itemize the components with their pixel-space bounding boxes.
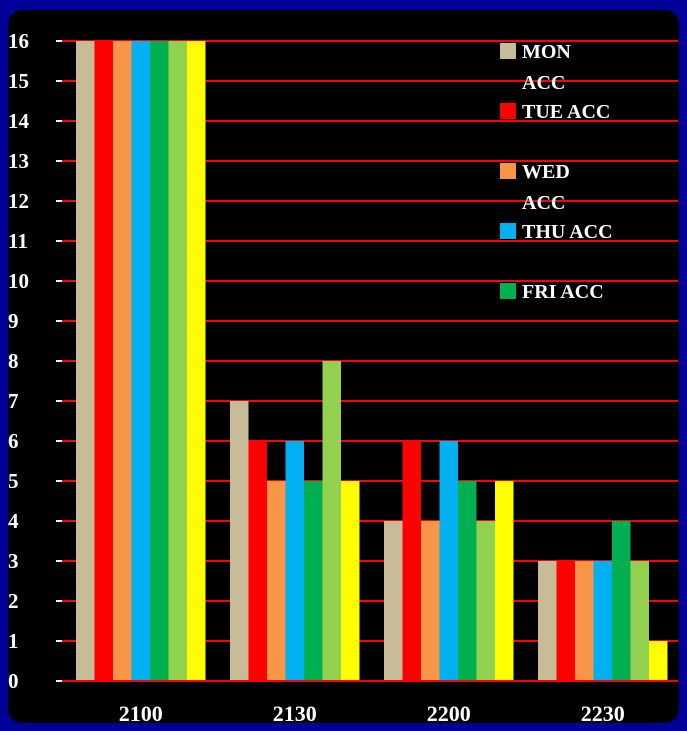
- bars: [76, 41, 668, 681]
- legend-swatch: [500, 283, 516, 299]
- y-tick-label: 2: [8, 589, 19, 613]
- bar: [113, 41, 132, 681]
- bar: [322, 361, 341, 681]
- y-tick-label: 5: [8, 469, 19, 493]
- bar: [495, 481, 514, 681]
- x-tick-label: 2130: [273, 701, 317, 726]
- legend-label: ACC: [522, 192, 565, 214]
- bar: [341, 481, 360, 681]
- legend-swatch: [500, 223, 516, 239]
- bar: [150, 41, 169, 681]
- legend-label: MON: [522, 41, 571, 63]
- bar: [649, 641, 668, 681]
- x-tick-label: 2100: [119, 701, 163, 726]
- bar: [248, 441, 267, 681]
- y-tick-label: 15: [8, 69, 29, 93]
- y-tick-label: 16: [8, 29, 29, 53]
- bar: [476, 521, 495, 681]
- bar: [612, 521, 631, 681]
- legend: MON ACC TUE ACC WED ACC THU ACC FRI ACC: [500, 41, 613, 303]
- bar: [187, 41, 206, 681]
- bar: [94, 41, 113, 681]
- y-tick-label: 14: [8, 109, 30, 133]
- legend-swatch: [500, 43, 516, 59]
- legend-label: TUE ACC: [522, 101, 610, 123]
- y-tick-label: 7: [8, 389, 19, 413]
- bar: [131, 41, 150, 681]
- y-tick-label: 6: [8, 429, 19, 453]
- bar: [304, 481, 323, 681]
- legend-label: FRI ACC: [522, 281, 604, 303]
- legend-swatch: [500, 103, 516, 119]
- bar: [230, 401, 249, 681]
- y-tick-label: 12: [8, 189, 29, 213]
- y-tick-label: 0: [8, 669, 19, 693]
- x-axis-ticks: 2100 2130 2200 2230: [119, 701, 625, 726]
- y-tick-label: 1: [8, 629, 19, 653]
- bar: [439, 441, 458, 681]
- bar: [575, 561, 594, 681]
- bar: [421, 521, 440, 681]
- bar: [402, 441, 421, 681]
- bar: [384, 521, 403, 681]
- y-tick-label: 10: [8, 269, 29, 293]
- bar: [458, 481, 477, 681]
- x-tick-label: 2200: [427, 701, 471, 726]
- bar: [593, 561, 612, 681]
- y-tick-label: 13: [8, 149, 29, 173]
- bar: [285, 441, 304, 681]
- bar: [538, 561, 557, 681]
- y-tick-label: 9: [8, 309, 19, 333]
- y-tick-label: 3: [8, 549, 19, 573]
- bar: [267, 481, 286, 681]
- bar: [76, 41, 95, 681]
- legend-swatch: [500, 163, 516, 179]
- legend-label: ACC: [522, 72, 565, 94]
- x-tick-label: 2230: [581, 701, 625, 726]
- y-tick-label: 11: [8, 229, 28, 253]
- legend-label: WED: [522, 161, 570, 183]
- bar: [556, 561, 575, 681]
- legend-label: THU ACC: [522, 221, 613, 243]
- y-tick-label: 4: [8, 509, 19, 533]
- bar: [168, 41, 187, 681]
- bar: [630, 561, 649, 681]
- y-tick-label: 8: [8, 349, 19, 373]
